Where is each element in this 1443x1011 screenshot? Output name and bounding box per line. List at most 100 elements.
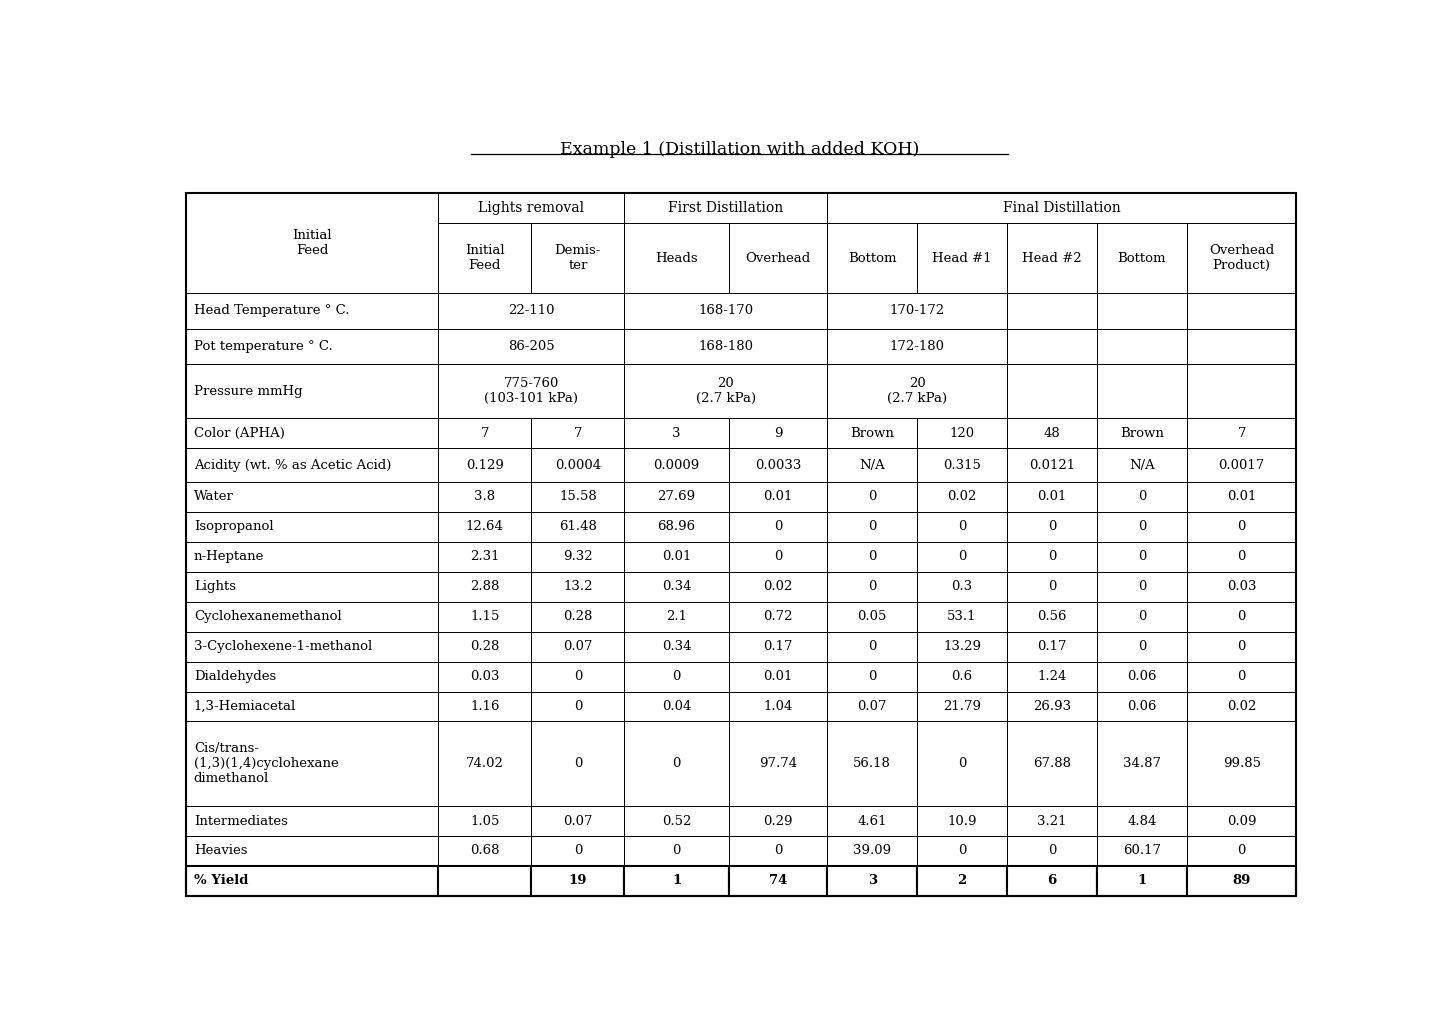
Text: 0.05: 0.05	[857, 611, 887, 623]
Text: 0: 0	[574, 844, 582, 857]
Bar	[729, 836, 827, 866]
Bar	[1097, 722, 1186, 806]
Bar	[625, 512, 729, 542]
Text: 0.07: 0.07	[563, 640, 593, 653]
Bar	[186, 722, 439, 806]
Bar	[827, 602, 918, 632]
Text: 0.6: 0.6	[951, 670, 973, 683]
Bar	[1186, 722, 1296, 806]
Text: 0: 0	[773, 550, 782, 563]
Bar	[1007, 836, 1097, 866]
Bar	[531, 866, 625, 896]
Bar	[625, 866, 729, 896]
Text: 20
(2.7 kPa): 20 (2.7 kPa)	[696, 377, 756, 405]
Text: 12.64: 12.64	[466, 521, 504, 533]
Bar	[918, 722, 1007, 806]
Bar	[729, 632, 827, 661]
Text: 0.01: 0.01	[662, 550, 691, 563]
Bar	[1007, 602, 1097, 632]
Bar	[531, 661, 625, 692]
Text: 0.01: 0.01	[1038, 490, 1066, 503]
Bar	[827, 222, 918, 293]
Bar	[439, 222, 531, 293]
Text: 0: 0	[1238, 521, 1245, 533]
Text: 0.28: 0.28	[470, 640, 499, 653]
Text: 0.29: 0.29	[763, 815, 792, 828]
Bar	[531, 542, 625, 572]
Text: 0.17: 0.17	[1038, 640, 1066, 653]
Text: 3.8: 3.8	[475, 490, 495, 503]
Text: 0: 0	[574, 670, 582, 683]
Bar	[625, 364, 827, 419]
Text: 74.02: 74.02	[466, 757, 504, 770]
Text: Color (APHA): Color (APHA)	[193, 427, 284, 440]
Text: 0.0033: 0.0033	[755, 459, 801, 472]
Text: 0.04: 0.04	[662, 700, 691, 713]
Bar	[531, 572, 625, 602]
Text: 0: 0	[958, 757, 967, 770]
Bar	[1007, 449, 1097, 482]
Text: 0: 0	[958, 521, 967, 533]
Bar	[729, 602, 827, 632]
Text: 4.84: 4.84	[1127, 815, 1157, 828]
Text: 0: 0	[574, 700, 582, 713]
Text: 2.1: 2.1	[667, 611, 687, 623]
Text: Initial
Feed: Initial Feed	[293, 229, 332, 257]
Bar	[186, 364, 439, 419]
Bar	[827, 632, 918, 661]
Bar	[439, 542, 531, 572]
Bar	[1007, 419, 1097, 449]
Text: N/A: N/A	[860, 459, 885, 472]
Text: 0: 0	[672, 670, 681, 683]
Bar	[439, 419, 531, 449]
Bar	[827, 836, 918, 866]
Text: 0: 0	[1238, 550, 1245, 563]
Text: Initial
Feed: Initial Feed	[465, 244, 505, 272]
Text: 20
(2.7 kPa): 20 (2.7 kPa)	[887, 377, 947, 405]
Bar	[729, 722, 827, 806]
Text: 48: 48	[1043, 427, 1061, 440]
Bar	[1097, 806, 1186, 836]
Text: Example 1 (Distillation with added KOH): Example 1 (Distillation with added KOH)	[560, 141, 919, 158]
Text: 22-110: 22-110	[508, 304, 554, 317]
Text: 0.0004: 0.0004	[554, 459, 600, 472]
Bar	[439, 512, 531, 542]
Text: 0.01: 0.01	[763, 490, 792, 503]
Bar	[1186, 419, 1296, 449]
Text: 67.88: 67.88	[1033, 757, 1071, 770]
Bar	[1007, 572, 1097, 602]
Text: Demis-
ter: Demis- ter	[554, 244, 602, 272]
Text: Overhead
Product): Overhead Product)	[1209, 244, 1274, 272]
Text: 0: 0	[1137, 611, 1146, 623]
Text: 0.28: 0.28	[563, 611, 593, 623]
Bar	[1007, 722, 1097, 806]
Text: 0.02: 0.02	[763, 580, 792, 593]
Text: 7: 7	[574, 427, 582, 440]
Text: 0: 0	[869, 670, 876, 683]
Bar	[439, 866, 531, 896]
Bar	[1186, 222, 1296, 293]
Bar	[729, 449, 827, 482]
Bar	[1007, 632, 1097, 661]
Bar	[1186, 806, 1296, 836]
Bar	[827, 364, 1007, 419]
Bar	[439, 449, 531, 482]
Bar	[1097, 602, 1186, 632]
Text: Acidity (wt. % as Acetic Acid): Acidity (wt. % as Acetic Acid)	[193, 459, 391, 472]
Bar	[918, 866, 1007, 896]
Text: 1.05: 1.05	[470, 815, 499, 828]
Bar	[1097, 482, 1186, 512]
Bar	[625, 419, 729, 449]
Text: Final Distillation: Final Distillation	[1003, 201, 1121, 215]
Bar	[1186, 632, 1296, 661]
Text: 3: 3	[867, 875, 877, 888]
Bar	[1186, 364, 1296, 419]
Text: 13.29: 13.29	[944, 640, 981, 653]
Bar	[918, 222, 1007, 293]
Bar	[531, 602, 625, 632]
Bar	[186, 661, 439, 692]
Bar	[625, 293, 827, 329]
Text: Pot temperature ° C.: Pot temperature ° C.	[193, 340, 332, 353]
Bar	[1097, 419, 1186, 449]
Text: 3.21: 3.21	[1038, 815, 1066, 828]
